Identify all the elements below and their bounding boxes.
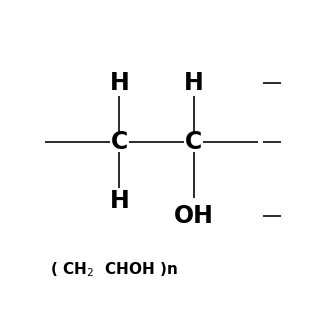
Text: H: H — [109, 189, 129, 213]
Text: H: H — [109, 71, 129, 95]
Text: ( CH$_2$  CHOH )n: ( CH$_2$ CHOH )n — [50, 261, 178, 279]
Text: OH: OH — [174, 204, 214, 228]
Text: C: C — [185, 130, 202, 154]
Text: H: H — [184, 71, 204, 95]
Text: C: C — [111, 130, 128, 154]
